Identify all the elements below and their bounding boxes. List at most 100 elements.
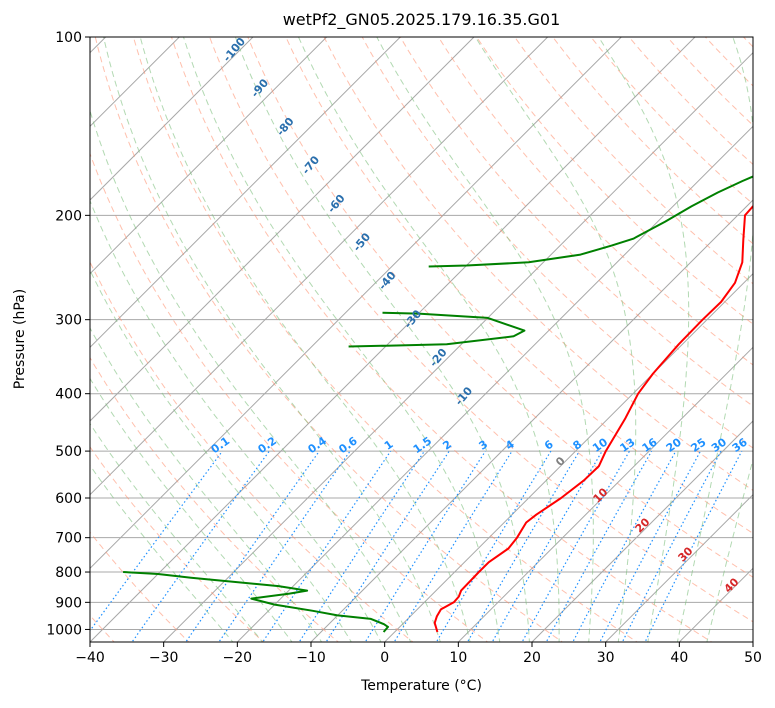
y-axis-label: Pressure (hPa) xyxy=(12,288,28,390)
isotherm-line xyxy=(236,125,753,642)
mixing-ratio-label: 1.5 xyxy=(411,434,434,456)
x-axis-label: Temperature (°C) xyxy=(361,678,482,694)
moist-adiabat-line xyxy=(90,377,293,642)
isotherm-line xyxy=(383,272,753,642)
plot-frame xyxy=(89,36,754,643)
mixing-ratio-line xyxy=(435,450,552,642)
y-tick-label: 800 xyxy=(55,565,82,581)
x-tick-label: 40 xyxy=(670,650,688,666)
isotherm-line xyxy=(604,493,753,642)
isotherm-line xyxy=(90,37,696,642)
x-tick-label: 10 xyxy=(449,650,467,666)
moist-adiabat-line xyxy=(376,37,594,642)
chart-title: wetPf2_GN05.2025.179.16.35.G01 xyxy=(282,10,561,29)
y-tick-label: 700 xyxy=(55,531,82,547)
dry-adiabat-line xyxy=(94,37,564,642)
x-tick-label: 50 xyxy=(744,650,762,666)
mixing-ratio-label: 0.4 xyxy=(306,434,330,456)
dry-adiabat-line xyxy=(437,37,753,366)
dry-adiabat-line xyxy=(90,260,414,642)
mixing-ratio-line xyxy=(218,450,351,642)
x-tick-label: 20 xyxy=(523,650,541,666)
dry-adiabat-line xyxy=(769,24,775,645)
dry-adiabat-line xyxy=(90,446,265,642)
mixing-ratio-line xyxy=(644,450,743,642)
isotherm-line xyxy=(310,199,753,642)
mixing-ratio-line xyxy=(131,450,270,642)
moist-adiabat-label: 30 xyxy=(676,544,696,564)
dry-adiabat-line xyxy=(90,152,489,642)
mixing-ratio-line xyxy=(90,450,223,632)
moist-adiabat-line xyxy=(90,109,412,642)
background-lines xyxy=(90,24,775,645)
isotherm-line xyxy=(531,420,753,642)
isotherm-line xyxy=(90,37,623,570)
isotherm-line xyxy=(162,51,753,642)
axis-ticks: −40 −30 −20 −10 0 10 20 30 40 5010020030040050060… xyxy=(46,30,762,666)
x-tick-label: −30 xyxy=(149,650,179,666)
dewpoint-profile-line xyxy=(123,571,389,633)
y-tick-label: 500 xyxy=(55,444,82,460)
moist-adiabat-line xyxy=(297,37,560,642)
mixing-ratio-label: 0.1 xyxy=(209,434,232,456)
mixing-ratio-label: 2 xyxy=(440,438,454,453)
line-labels: 0.1 0.2 0.4 0.6 1 1.5 2 3 4 6 8 10 13 16 20 25 30 36-100-… xyxy=(209,37,750,596)
dry-adiabat-line xyxy=(323,37,753,491)
y-tick-label: 100 xyxy=(55,30,82,46)
mixing-ratio-label: 30 xyxy=(709,435,729,455)
dry-adiabat-line xyxy=(552,37,753,245)
dry-adiabat-label: -70 xyxy=(299,153,322,177)
temperature-profile-line xyxy=(433,204,753,633)
y-tick-label: 400 xyxy=(55,387,82,403)
dry-adiabat-line xyxy=(209,37,753,623)
isotherm-line xyxy=(457,346,753,642)
moist-adiabat-line xyxy=(597,37,690,642)
x-tick-label: 30 xyxy=(597,650,615,666)
mixing-ratio-label: 10 xyxy=(590,435,610,455)
isotherm-line xyxy=(90,37,254,201)
mixing-ratio-label: 20 xyxy=(664,435,684,455)
dry-adiabat-line xyxy=(476,37,753,325)
dry-adiabat-label: -80 xyxy=(274,115,297,139)
dry-adiabat-line xyxy=(704,37,753,87)
isotherm-line xyxy=(90,37,402,349)
moist-adiabat-label: 40 xyxy=(722,575,742,595)
dry-adiabat-label: -20 xyxy=(427,346,450,370)
y-tick-label: 1000 xyxy=(46,622,82,638)
dry-adiabat-line xyxy=(514,37,753,285)
mixing-ratio-label: 16 xyxy=(640,435,660,455)
mixing-ratio-line xyxy=(621,450,722,642)
moist-adiabat-line xyxy=(234,37,530,642)
dry-adiabat-line xyxy=(361,37,753,449)
x-tick-label: −40 xyxy=(75,650,105,666)
dry-adiabat-line xyxy=(666,37,753,126)
mixing-ratio-line xyxy=(325,450,450,642)
moist-adiabat-line xyxy=(90,422,264,642)
dry-adiabat-label: -60 xyxy=(325,192,348,216)
mixing-ratio-line xyxy=(393,450,513,642)
mixing-ratio-line xyxy=(262,450,392,642)
x-tick-label: −20 xyxy=(223,650,253,666)
dry-adiabat-label: -40 xyxy=(376,269,399,293)
dry-adiabat-label: -50 xyxy=(350,230,373,254)
mixing-ratio-label: 3 xyxy=(477,438,491,453)
mixing-ratio-label: 8 xyxy=(571,438,585,453)
dry-adiabat-label: -10 xyxy=(452,384,475,408)
dewpoint-profile-line xyxy=(428,175,753,268)
mixing-ratio-line xyxy=(364,450,486,642)
moist-adiabat-line xyxy=(474,37,637,642)
x-tick-label: 0 xyxy=(380,650,389,666)
mixing-ratio-line xyxy=(466,450,580,642)
mixing-ratio-line xyxy=(185,450,320,642)
moist-adiabat-line xyxy=(90,327,323,642)
dry-adiabat-line xyxy=(247,37,753,578)
y-tick-label: 900 xyxy=(55,595,82,611)
moist-adiabat-line xyxy=(102,37,441,642)
mixing-ratio-label: 6 xyxy=(542,438,556,453)
moist-adiabat-label: 20 xyxy=(633,515,653,535)
mixing-ratio-label: 1 xyxy=(382,438,396,453)
isotherm-line xyxy=(90,37,328,275)
moist-adiabat-line xyxy=(90,199,382,642)
